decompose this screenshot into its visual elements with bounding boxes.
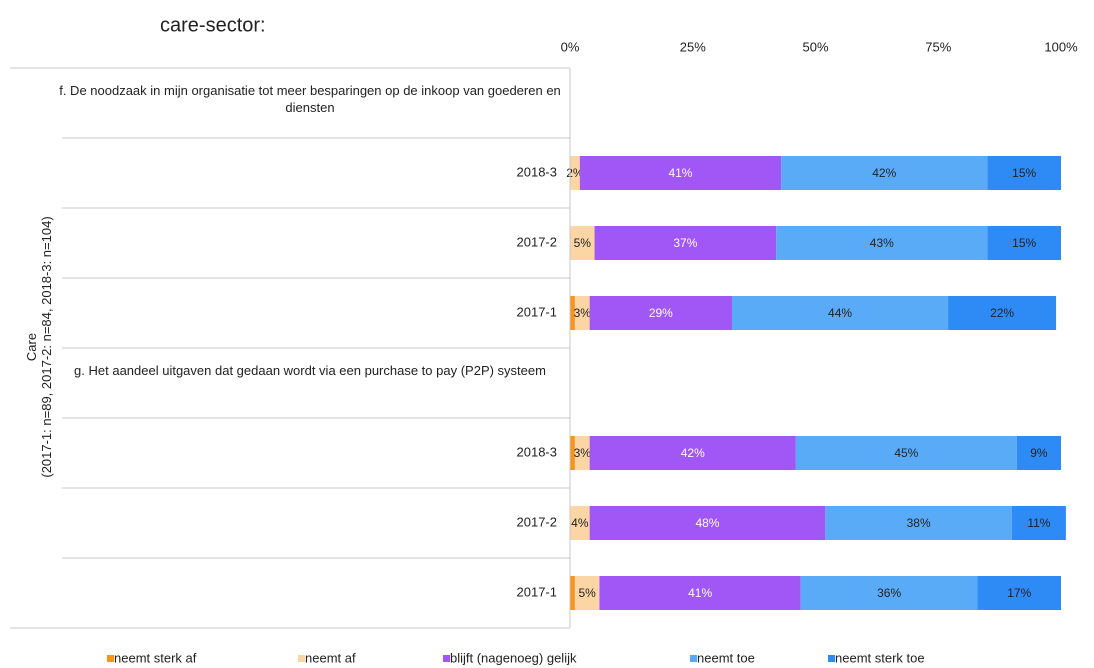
chart-title: care-sector: bbox=[160, 14, 266, 36]
x-tick-label: 25% bbox=[680, 39, 706, 54]
data-label: 3% bbox=[574, 446, 592, 460]
data-label: 41% bbox=[668, 166, 692, 180]
bar-segment bbox=[589, 296, 733, 330]
legend-swatch bbox=[107, 655, 114, 662]
y-tick-label: 2018-3 bbox=[517, 444, 557, 459]
y-tick-label: 2017-1 bbox=[517, 304, 557, 319]
data-label: 9% bbox=[1030, 446, 1048, 460]
y-tick-label: 2017-1 bbox=[517, 584, 557, 599]
bar-segment bbox=[574, 436, 590, 470]
data-label: 15% bbox=[1012, 236, 1036, 250]
bar-segment bbox=[1011, 506, 1066, 540]
bar-segment bbox=[574, 296, 590, 330]
x-tick-label: 50% bbox=[802, 39, 828, 54]
bar-segment bbox=[570, 156, 580, 190]
x-tick-label: 75% bbox=[925, 39, 951, 54]
bar-segment bbox=[781, 156, 988, 190]
bar-segment bbox=[987, 156, 1061, 190]
data-label: 38% bbox=[907, 516, 931, 530]
data-label: 22% bbox=[990, 306, 1014, 320]
group-label: f. De noodzaak in mijn organisatie tot m… bbox=[59, 83, 561, 115]
data-label: 5% bbox=[574, 236, 592, 250]
legend-swatch bbox=[690, 655, 697, 662]
legend-label: neemt toe bbox=[697, 650, 755, 665]
y-tick-label: 2018-3 bbox=[517, 164, 557, 179]
legend-swatch bbox=[298, 655, 305, 662]
bar-segment bbox=[570, 436, 575, 470]
bar-segment bbox=[987, 226, 1061, 260]
bar-segment bbox=[800, 576, 978, 610]
data-label: 45% bbox=[894, 446, 918, 460]
y-tick-label: 2017-2 bbox=[517, 514, 557, 529]
y-axis-title-line: Care bbox=[24, 333, 39, 361]
data-label: 48% bbox=[695, 516, 719, 530]
data-label: 3% bbox=[574, 306, 592, 320]
data-label: 2% bbox=[566, 166, 584, 180]
bar-segment bbox=[570, 296, 575, 330]
data-label: 37% bbox=[673, 236, 697, 250]
bar-segment bbox=[579, 156, 782, 190]
bar-segment bbox=[825, 506, 1012, 540]
data-label: 43% bbox=[870, 236, 894, 250]
bar-segment bbox=[795, 436, 1017, 470]
data-label: 36% bbox=[877, 586, 901, 600]
bar-segment bbox=[599, 576, 801, 610]
x-tick-label: 100% bbox=[1044, 39, 1078, 54]
bar-segment bbox=[589, 436, 796, 470]
data-label: 15% bbox=[1012, 166, 1036, 180]
data-label: 4% bbox=[571, 516, 589, 530]
y-axis-title: Care (2017-1: n=89, 2017-2: n=84, 2018-3:… bbox=[24, 216, 54, 477]
data-label: 5% bbox=[579, 586, 597, 600]
y-axis-title-line: (2017-1: n=89, 2017-2: n=84, 2018-3: n=1… bbox=[39, 216, 54, 477]
bar-segment bbox=[570, 576, 575, 610]
data-label: 41% bbox=[688, 586, 712, 600]
bar-segment bbox=[776, 226, 988, 260]
bar-segment bbox=[594, 226, 777, 260]
data-label: 29% bbox=[649, 306, 673, 320]
legend-label: neemt af bbox=[305, 650, 356, 665]
group-label: g. Het aandeel uitgaven dat gedaan wordt… bbox=[74, 363, 546, 378]
legend-label: neemt sterk toe bbox=[835, 650, 925, 665]
bar-segment bbox=[948, 296, 1057, 330]
legend-swatch bbox=[828, 655, 835, 662]
data-label: 17% bbox=[1007, 586, 1031, 600]
legend-swatch bbox=[443, 655, 450, 662]
y-tick-label: 2017-2 bbox=[517, 234, 557, 249]
bar-segment bbox=[589, 506, 826, 540]
bar-segment bbox=[977, 576, 1061, 610]
x-tick-label: 0% bbox=[561, 39, 580, 54]
legend-label: neemt sterk af bbox=[114, 650, 197, 665]
bar-segment bbox=[732, 296, 949, 330]
data-label: 44% bbox=[828, 306, 852, 320]
bar-segment bbox=[570, 226, 595, 260]
data-label: 42% bbox=[872, 166, 896, 180]
bar-segment bbox=[570, 506, 590, 540]
data-label: 11% bbox=[1027, 516, 1050, 530]
data-label: 42% bbox=[681, 446, 705, 460]
legend-label: blijft (nagenoeg) gelijk bbox=[450, 650, 577, 665]
bar-segment bbox=[1016, 436, 1061, 470]
bar-segment bbox=[574, 576, 600, 610]
